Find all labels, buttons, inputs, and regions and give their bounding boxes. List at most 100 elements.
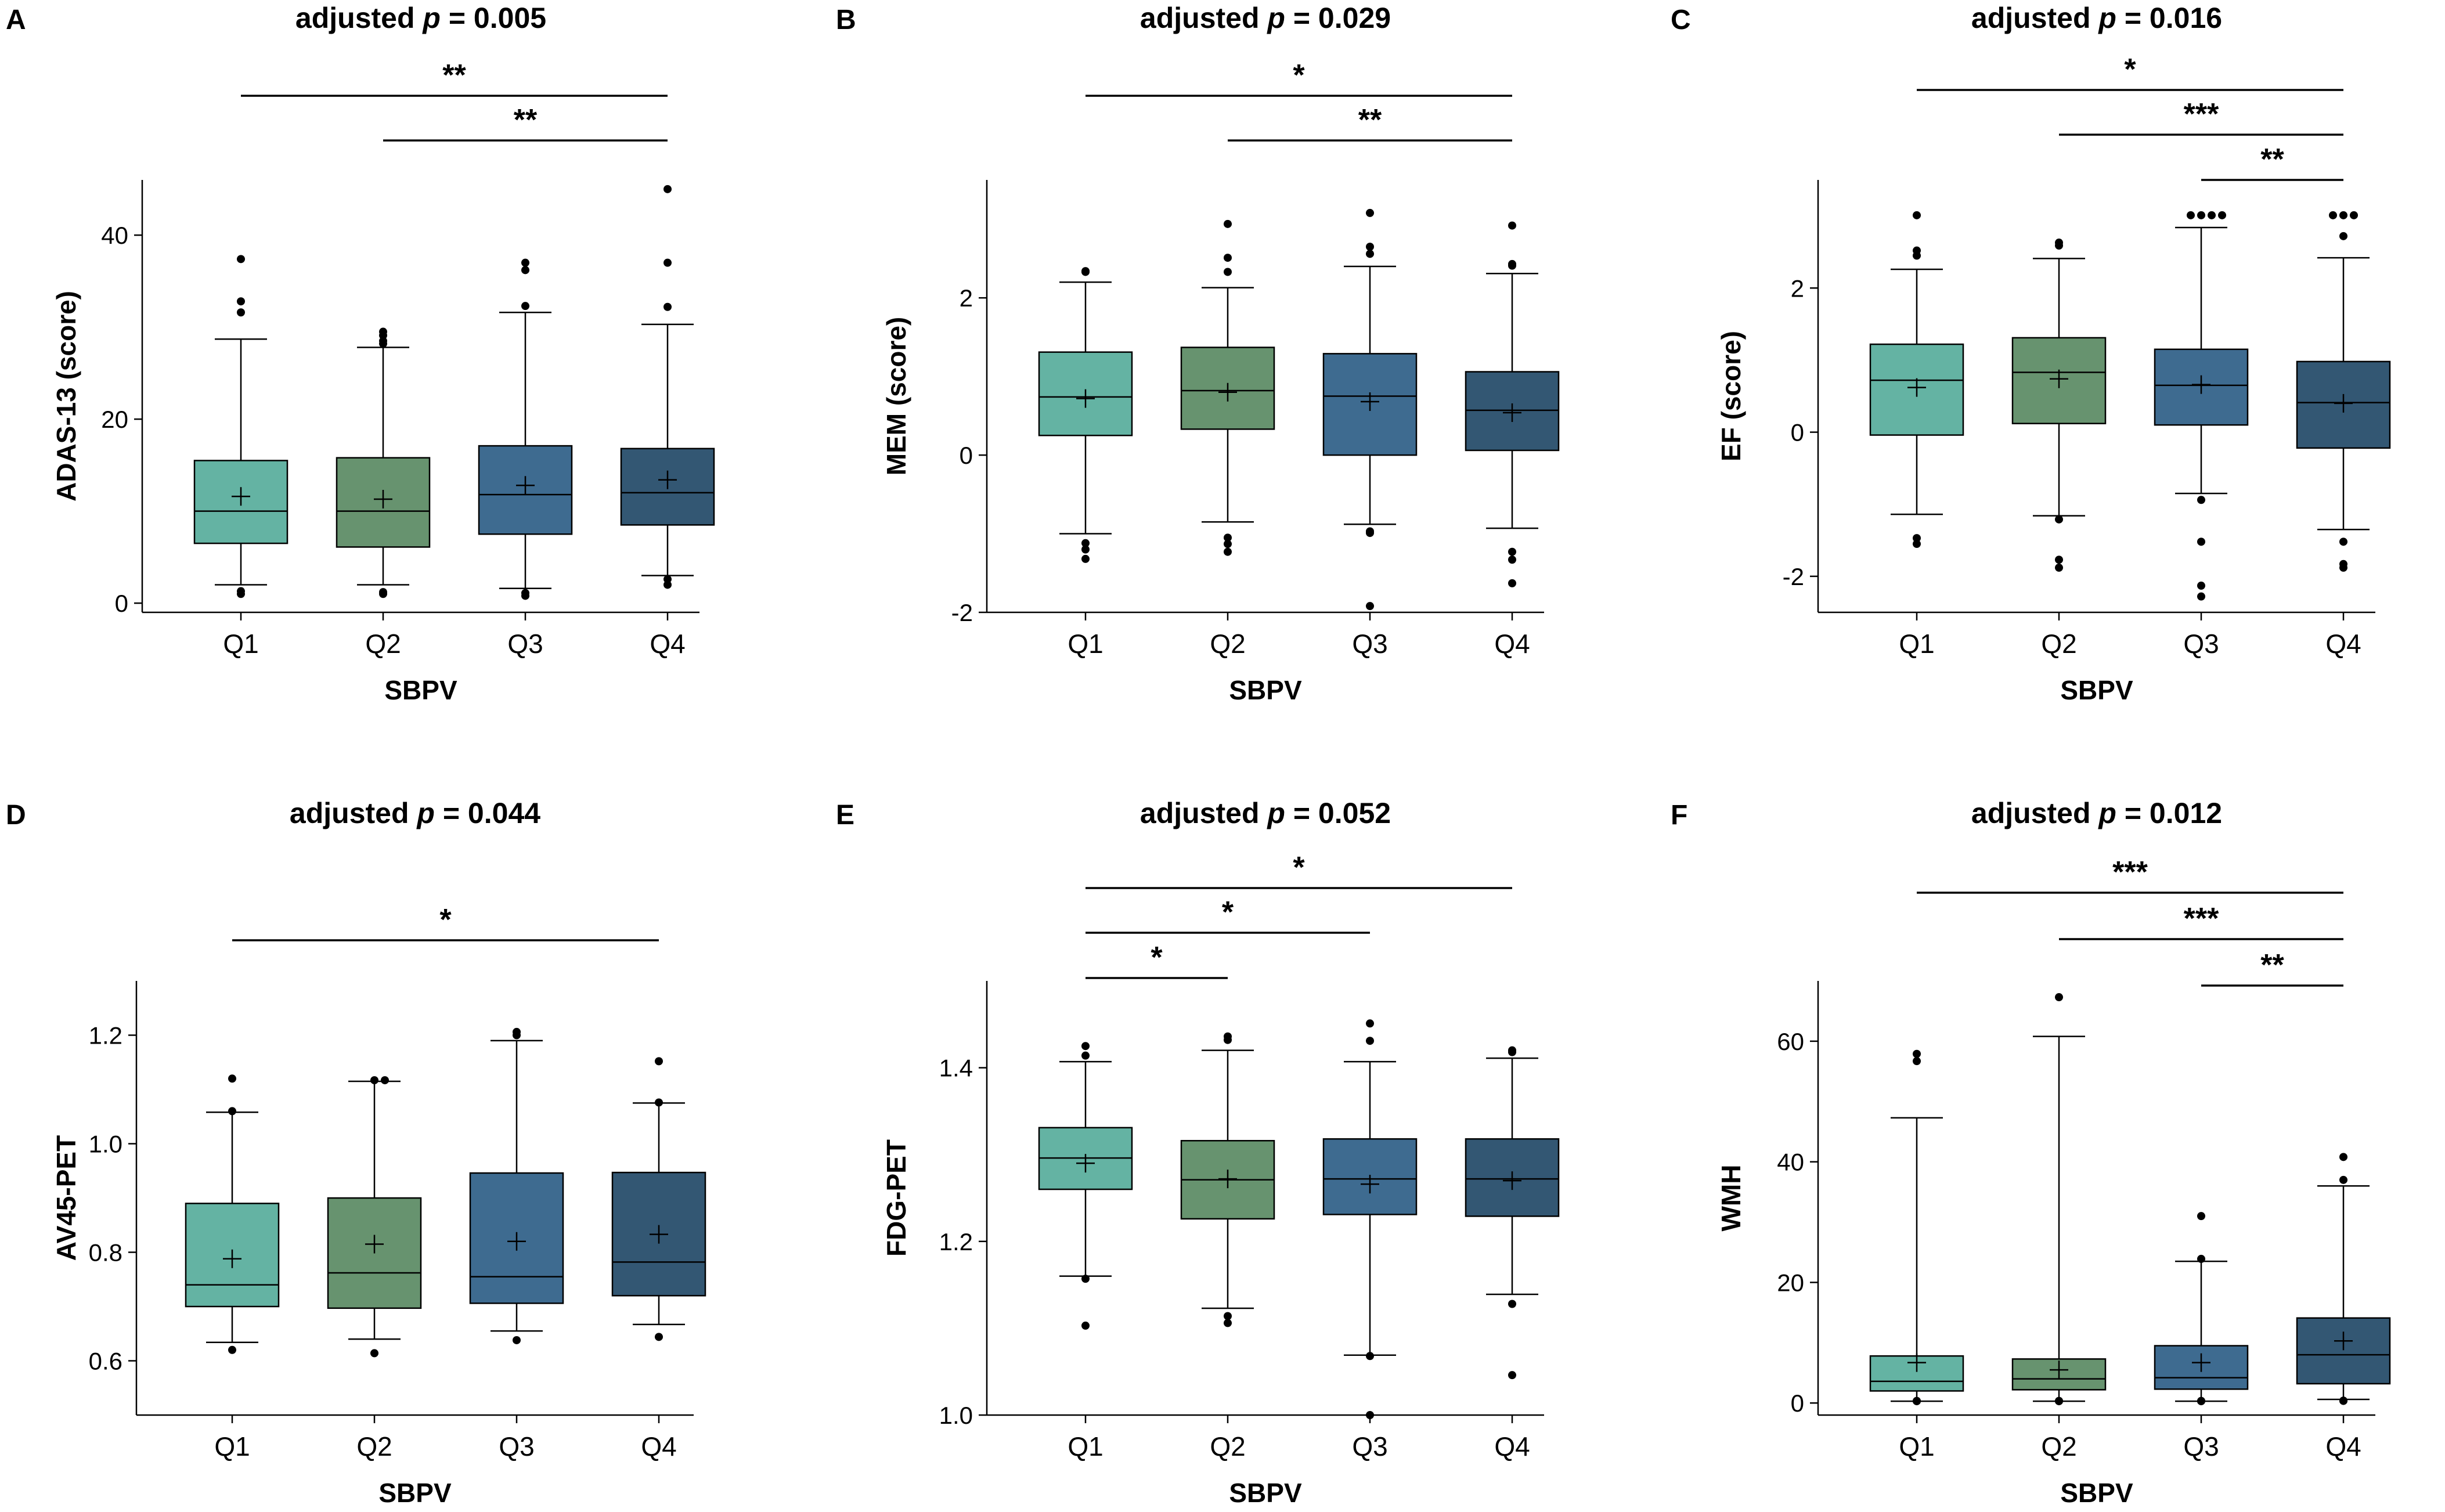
outlier-point	[1508, 221, 1516, 230]
x-axis-label: SBPV	[1229, 675, 1302, 705]
y-axis-label: WMH	[1716, 1165, 1746, 1232]
outlier-point	[1081, 1051, 1090, 1060]
outlier-point	[1913, 211, 1921, 219]
outlier-point	[513, 1027, 521, 1036]
box-q1	[1038, 267, 1133, 563]
significance-label: *	[2124, 53, 2136, 86]
outlier-point	[1913, 246, 1921, 255]
outlier-point	[1081, 267, 1090, 276]
mean-marker	[1076, 1154, 1095, 1173]
mean-marker	[2334, 1331, 2353, 1351]
y-tick-label: 2	[960, 284, 973, 312]
outlier-point	[2197, 1212, 2205, 1221]
mean-marker	[507, 1232, 526, 1251]
title-prefix: adjusted	[1140, 797, 1267, 829]
outlier-point	[2197, 496, 2205, 504]
x-tick-label: Q2	[356, 1431, 392, 1462]
y-tick-label: 20	[1777, 1269, 1804, 1296]
y-tick-label: 1.4	[939, 1055, 973, 1082]
outlier-point	[663, 575, 672, 583]
x-tick-label: Q4	[1494, 629, 1530, 659]
box-q4	[1465, 221, 1560, 587]
significance-label: *	[1293, 59, 1305, 92]
outlier-point	[2339, 1153, 2347, 1161]
outlier-point	[1508, 259, 1516, 268]
outlier-point	[1508, 1046, 1516, 1055]
box-q4	[1465, 1046, 1560, 1380]
mean-marker	[374, 490, 392, 509]
outlier-point	[228, 1074, 236, 1083]
chart-title: adjusted p = 0.029	[1140, 2, 1391, 34]
title-p: p	[421, 2, 441, 34]
box-q3	[469, 1027, 564, 1344]
y-tick-label: 0	[1791, 419, 1804, 446]
box-q4	[611, 1057, 706, 1341]
y-tick-label: 1.0	[939, 1402, 973, 1429]
mean-marker	[2050, 1361, 2068, 1380]
outlier-point	[379, 327, 387, 336]
x-tick-label: Q2	[365, 629, 401, 659]
outlier-point	[2339, 564, 2347, 572]
box-q2	[2011, 239, 2107, 572]
x-tick-label: Q3	[499, 1431, 534, 1462]
box-q3	[478, 258, 573, 600]
x-tick-label: Q1	[1899, 629, 1934, 659]
y-axis-label: FDG-PET	[881, 1139, 911, 1257]
significance-label: *	[439, 903, 452, 937]
box-q3	[2154, 1212, 2249, 1406]
box-q3	[1322, 1019, 1418, 1419]
outlier-point	[1366, 1352, 1374, 1361]
outlier-point	[655, 1098, 663, 1107]
outlier-point	[2197, 1254, 2205, 1263]
box-q1	[1038, 1042, 1133, 1330]
significance-label: **	[2260, 948, 2284, 982]
outlier-point	[1508, 547, 1516, 556]
y-axis-label: MEM (score)	[881, 317, 911, 475]
outlier-point	[2197, 592, 2205, 601]
outlier-point	[1366, 602, 1374, 611]
outlier-point	[1366, 208, 1374, 217]
outlier-point	[1224, 547, 1232, 556]
significance-label: **	[514, 103, 538, 137]
outlier-point	[1508, 1371, 1516, 1380]
outlier-point	[1913, 1396, 1921, 1405]
box-q2	[2011, 993, 2107, 1406]
mean-marker	[1907, 1353, 1926, 1372]
y-tick-label: 1.2	[89, 1022, 122, 1049]
y-tick-label: -2	[951, 599, 973, 626]
x-tick-label: Q2	[2041, 629, 2076, 659]
x-tick-label: Q1	[223, 629, 258, 659]
significance-label: **	[442, 59, 466, 92]
x-tick-label: Q3	[507, 629, 543, 659]
outlier-point	[2055, 564, 2063, 572]
outlier-point	[1224, 254, 1232, 262]
title-value: = 0.005	[441, 2, 546, 34]
outlier-point	[513, 1336, 521, 1344]
mean-marker	[1503, 403, 1521, 422]
outlier-point	[1508, 579, 1516, 587]
outlier-point	[237, 297, 245, 306]
box-q4	[2296, 1153, 2391, 1405]
box-q2	[1180, 1032, 1275, 1327]
mean-marker	[223, 1249, 241, 1268]
significance-label: ***	[2184, 98, 2219, 131]
x-tick-label: Q3	[2183, 629, 2219, 659]
outlier-point	[1508, 555, 1516, 564]
outlier-point	[2197, 582, 2205, 590]
outlier-point	[1366, 1411, 1374, 1419]
panel-letter: C	[1671, 5, 1691, 35]
outlier-point	[2339, 1396, 2347, 1405]
outlier-point	[655, 1333, 663, 1341]
box-q4	[620, 185, 715, 589]
x-axis-label: SBPV	[2060, 1478, 2133, 1508]
outlier-point	[521, 266, 529, 275]
x-axis-label: SBPV	[2060, 675, 2133, 705]
outlier-point	[1224, 1319, 1232, 1327]
title-p: p	[2097, 2, 2116, 34]
outlier-point	[2055, 515, 2063, 524]
mean-marker	[1218, 1170, 1237, 1189]
title-prefix: adjusted	[290, 797, 417, 829]
outlier-point	[1224, 533, 1232, 542]
